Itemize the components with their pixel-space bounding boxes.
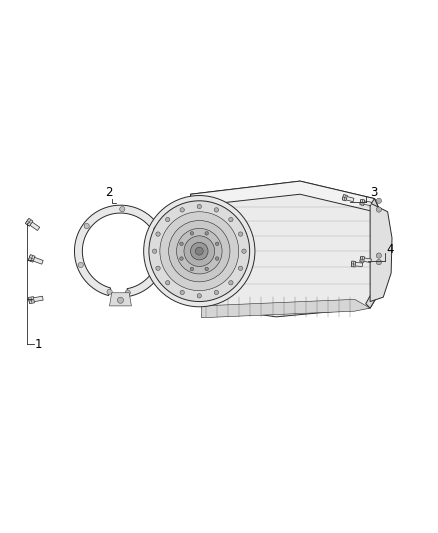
Polygon shape: [28, 256, 43, 264]
Polygon shape: [366, 199, 383, 308]
Polygon shape: [342, 195, 347, 201]
Circle shape: [376, 260, 381, 265]
Circle shape: [229, 217, 233, 222]
Circle shape: [238, 266, 243, 270]
Text: 2: 2: [105, 187, 113, 199]
Circle shape: [180, 257, 183, 260]
Circle shape: [107, 289, 112, 294]
Polygon shape: [360, 256, 364, 262]
Polygon shape: [28, 296, 43, 303]
Circle shape: [166, 280, 170, 285]
Polygon shape: [360, 199, 364, 205]
Polygon shape: [191, 181, 383, 219]
Polygon shape: [110, 293, 131, 306]
Circle shape: [191, 243, 208, 260]
Circle shape: [120, 206, 125, 212]
Circle shape: [242, 249, 246, 253]
Text: 3: 3: [370, 187, 378, 199]
Circle shape: [238, 232, 243, 236]
Circle shape: [190, 267, 194, 271]
Circle shape: [156, 266, 160, 270]
Circle shape: [214, 208, 219, 212]
Polygon shape: [201, 300, 370, 318]
Circle shape: [195, 247, 203, 255]
Circle shape: [125, 290, 131, 295]
Circle shape: [197, 204, 201, 209]
Circle shape: [197, 294, 201, 298]
Circle shape: [149, 201, 250, 302]
Circle shape: [215, 242, 219, 246]
Polygon shape: [28, 255, 35, 262]
Circle shape: [160, 212, 239, 290]
Circle shape: [214, 290, 219, 295]
Polygon shape: [343, 196, 354, 201]
Polygon shape: [28, 296, 35, 304]
Circle shape: [78, 262, 83, 268]
Circle shape: [215, 257, 219, 260]
Circle shape: [156, 266, 162, 271]
Circle shape: [180, 242, 183, 246]
Circle shape: [229, 280, 233, 285]
Text: 4: 4: [386, 244, 394, 256]
Circle shape: [376, 207, 381, 212]
Circle shape: [180, 208, 184, 212]
Polygon shape: [360, 200, 371, 206]
Circle shape: [117, 297, 124, 303]
Circle shape: [190, 232, 194, 235]
Circle shape: [144, 196, 255, 307]
Polygon shape: [26, 219, 40, 231]
Circle shape: [205, 267, 208, 271]
Polygon shape: [370, 203, 392, 302]
Polygon shape: [188, 181, 383, 317]
Circle shape: [169, 221, 230, 282]
Circle shape: [177, 229, 222, 274]
Circle shape: [154, 227, 159, 232]
Circle shape: [166, 217, 170, 222]
Circle shape: [376, 198, 381, 204]
Circle shape: [180, 290, 184, 295]
Circle shape: [205, 232, 208, 235]
Polygon shape: [74, 205, 166, 296]
Polygon shape: [360, 257, 371, 263]
Circle shape: [376, 253, 381, 258]
Circle shape: [152, 249, 157, 253]
Circle shape: [156, 232, 160, 236]
Polygon shape: [351, 262, 363, 266]
Circle shape: [84, 223, 89, 229]
Polygon shape: [351, 261, 356, 267]
Polygon shape: [25, 219, 33, 227]
Text: 1: 1: [35, 337, 42, 351]
Circle shape: [184, 236, 215, 266]
